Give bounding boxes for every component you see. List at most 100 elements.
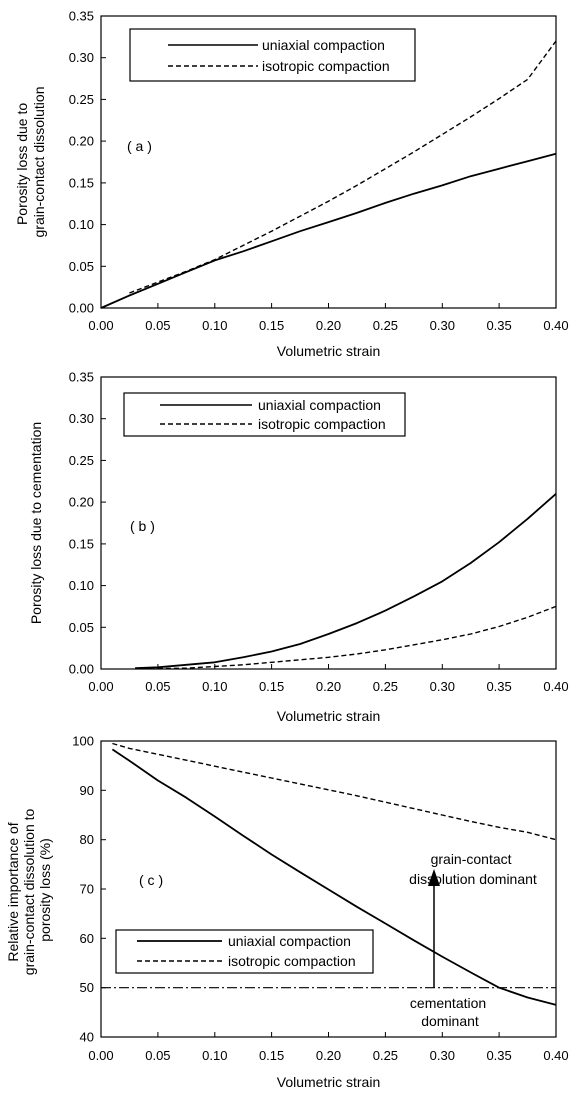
panel-a-ylabel-line: Porosity loss due to bbox=[14, 103, 30, 225]
panel-c-xtick-label: 0.05 bbox=[145, 1048, 170, 1063]
panel-c-ytick-label: 80 bbox=[80, 832, 94, 847]
panel-c-series-layer bbox=[111, 742, 557, 1006]
panel-c-legend-label: isotropic compaction bbox=[228, 953, 356, 969]
panel-a-xtick-label: 0.30 bbox=[430, 318, 455, 333]
panel-a-xtick-label: 0.40 bbox=[543, 318, 568, 333]
panel-a-xlabel: Volumetric strain bbox=[277, 343, 380, 359]
panel-b-xtick-label: 0.10 bbox=[202, 679, 227, 694]
panel-c-xtick-label: 0.40 bbox=[543, 1048, 568, 1063]
panel-b-xtick-label: 0.40 bbox=[543, 679, 568, 694]
panel-a-ytick-label: 0.30 bbox=[69, 50, 94, 65]
panel-a-ytick-label: 0.35 bbox=[69, 9, 94, 24]
panel-c: 40 50 60 70 80 90 100 0.00 0.05 0.10 0.1… bbox=[5, 734, 569, 1091]
panel-c-ytick-label: 40 bbox=[80, 1030, 94, 1045]
panel-b-series-uniaxial-line bbox=[135, 493, 557, 670]
panel-b: 0.00 0.05 0.10 0.15 0.20 0.25 0.30 0.35 … bbox=[28, 370, 569, 725]
panel-a-yticks: 0.00 0.05 0.10 0.15 0.20 0.25 0.30 0.35 bbox=[69, 9, 106, 316]
panel-c-xlabel: Volumetric strain bbox=[277, 1074, 380, 1090]
panel-a-legend-box bbox=[129, 28, 416, 82]
panel-c-xtick-label: 0.30 bbox=[430, 1048, 455, 1063]
panel-c-legend: uniaxial compaction isotropic compaction bbox=[115, 929, 374, 974]
panel-a-ytick-label: 0.10 bbox=[69, 217, 94, 232]
panel-c-xtick-label: 0.25 bbox=[373, 1048, 398, 1063]
panel-a-xtick-label: 0.25 bbox=[373, 318, 398, 333]
panel-a-ytick-label: 0.15 bbox=[69, 175, 94, 190]
panel-a-series-isotropic-line bbox=[129, 40, 557, 294]
panel-b-xtick-label: 0.05 bbox=[145, 679, 170, 694]
panel-c-ytick-label: 100 bbox=[72, 734, 94, 749]
panel-a-ytick-label: 0.25 bbox=[69, 92, 94, 107]
panel-c-xtick-label: 0.15 bbox=[259, 1048, 284, 1063]
panel-b-xtick-label: 0.20 bbox=[316, 679, 341, 694]
panel-b-ylabel: Porosity loss due to cementation bbox=[28, 422, 44, 624]
panel-c-series-uniaxial-line bbox=[111, 748, 557, 1006]
panel-a-ytick-label: 0.05 bbox=[69, 259, 94, 274]
panel-a-ylabel-line: grain-contact dissolution bbox=[31, 87, 47, 238]
panel-a-xtick-label: 0.00 bbox=[88, 318, 113, 333]
panel-b-xtick-label: 0.35 bbox=[486, 679, 511, 694]
panel-a-legend: uniaxial compaction isotropic compaction bbox=[129, 28, 416, 82]
panel-b-legend-label: isotropic compaction bbox=[258, 416, 386, 432]
dissolution-dominant-line: dissolution dominant bbox=[409, 871, 537, 887]
panel-b-series-layer bbox=[135, 493, 557, 670]
panel-b-ytick-label: 0.15 bbox=[69, 536, 94, 551]
cementation-dominant-line: dominant bbox=[421, 1013, 479, 1029]
panel-a-label: ( a ) bbox=[127, 138, 152, 154]
panel-c-ylabel-line: grain-contact dissolution to bbox=[21, 808, 37, 975]
panel-c-annotations: grain-contact dissolution dominant cemen… bbox=[409, 851, 537, 1029]
dissolution-dominant-line: grain-contact bbox=[431, 851, 512, 867]
panel-b-xtick-label: 0.25 bbox=[373, 679, 398, 694]
panel-a-ytick-label: 0.20 bbox=[69, 134, 94, 149]
panel-c-ytick-label: 90 bbox=[80, 783, 94, 798]
panel-b-xticks: 0.00 0.05 0.10 0.15 0.20 0.25 0.30 0.35 … bbox=[88, 664, 569, 694]
panel-b-ytick-label: 0.30 bbox=[69, 411, 94, 426]
panel-b-ytick-label: 0.35 bbox=[69, 370, 94, 385]
panel-a-xtick-label: 0.15 bbox=[259, 318, 284, 333]
panel-c-xtick-label: 0.20 bbox=[316, 1048, 341, 1063]
panel-a-legend-label: uniaxial compaction bbox=[262, 37, 385, 53]
panel-c-ytick-label: 60 bbox=[80, 931, 94, 946]
arrow-head bbox=[428, 869, 440, 886]
panel-b-xtick-label: 0.00 bbox=[88, 679, 113, 694]
panel-c-xtick-label: 0.35 bbox=[486, 1048, 511, 1063]
panel-b-ytick-label: 0.10 bbox=[69, 578, 94, 593]
panel-b-ytick-label: 0.25 bbox=[69, 453, 94, 468]
panel-a-series-layer bbox=[100, 40, 557, 309]
panel-b-label: ( b ) bbox=[130, 518, 155, 534]
panel-a-xtick-label: 0.10 bbox=[202, 318, 227, 333]
panel-a-ylabel: Porosity loss due to grain-contact disso… bbox=[14, 87, 47, 238]
panel-b-xtick-label: 0.30 bbox=[430, 679, 455, 694]
panel-b-legend-label: uniaxial compaction bbox=[258, 397, 381, 413]
panel-c-legend-box bbox=[115, 929, 374, 974]
panel-a-xtick-label: 0.35 bbox=[486, 318, 511, 333]
panel-c-label: ( c ) bbox=[139, 872, 163, 888]
panel-a-ytick-label: 0.00 bbox=[69, 301, 94, 316]
panel-b-legend-box bbox=[123, 392, 406, 437]
panel-a-legend-label: isotropic compaction bbox=[262, 58, 390, 74]
panel-c-xticks: 0.00 0.05 0.10 0.15 0.20 0.25 0.30 0.35 … bbox=[88, 1032, 569, 1063]
panel-b-ytick-label: 0.00 bbox=[69, 662, 94, 677]
panel-a-xtick-label: 0.05 bbox=[145, 318, 170, 333]
panel-c-xtick-label: 0.00 bbox=[88, 1048, 113, 1063]
panel-c-legend-label: uniaxial compaction bbox=[228, 933, 351, 949]
panel-c-arrow bbox=[428, 869, 440, 988]
panel-c-ylabel: Relative importance of grain-contact dis… bbox=[5, 805, 53, 975]
panel-c-ylabel-line: Relative importance of bbox=[5, 822, 21, 961]
cementation-dominant-annotation: cementation dominant bbox=[410, 995, 490, 1029]
panel-c-xtick-label: 0.10 bbox=[202, 1048, 227, 1063]
panel-a-xtick-label: 0.20 bbox=[316, 318, 341, 333]
panel-b-legend: uniaxial compaction isotropic compaction bbox=[123, 392, 406, 437]
dissolution-dominant-annotation: grain-contact dissolution dominant bbox=[409, 851, 537, 887]
panel-a-series-uniaxial-line bbox=[100, 152, 557, 309]
panel-c-ytick-label: 50 bbox=[80, 980, 94, 995]
panel-c-series-isotropic-line bbox=[112, 742, 557, 841]
cementation-dominant-line: cementation bbox=[410, 995, 486, 1011]
panel-c-ytick-label: 70 bbox=[80, 882, 94, 897]
panel-b-series-isotropic-line bbox=[157, 605, 557, 670]
panel-b-ytick-label: 0.20 bbox=[69, 495, 94, 510]
panel-b-yticks: 0.00 0.05 0.10 0.15 0.20 0.25 0.30 0.35 bbox=[69, 370, 106, 677]
panel-b-xlabel: Volumetric strain bbox=[277, 708, 380, 724]
panel-b-xtick-label: 0.15 bbox=[259, 679, 284, 694]
panel-a: 0.00 0.05 0.10 0.15 0.20 0.25 0.30 0.35 … bbox=[14, 9, 569, 360]
